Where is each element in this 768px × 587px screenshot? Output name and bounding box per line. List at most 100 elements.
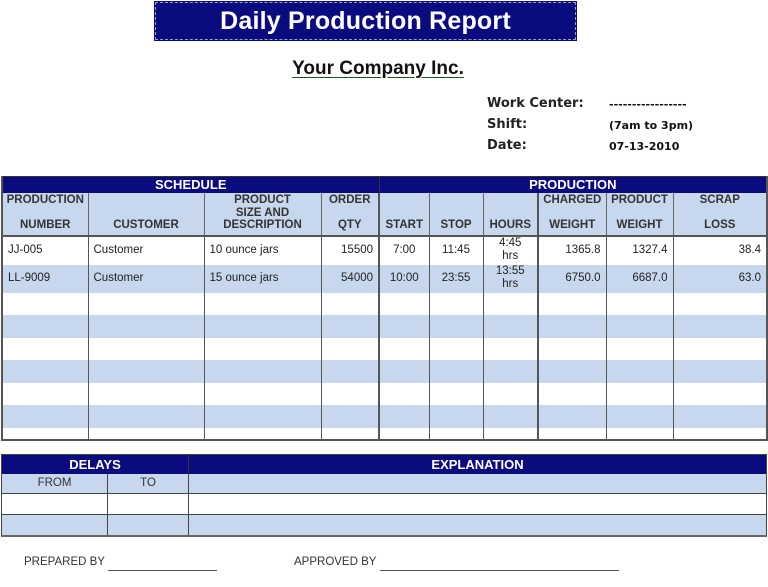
empty-cell[interactable]	[87, 292, 204, 315]
empty-cell[interactable]	[482, 337, 539, 360]
empty-cell[interactable]	[537, 427, 607, 440]
empty-cell[interactable]	[482, 292, 539, 315]
empty-cell[interactable]	[537, 359, 607, 383]
cell-customer[interactable]: Customer	[87, 264, 204, 293]
empty-cell[interactable]	[203, 382, 321, 405]
cell-number[interactable]: JJ-005	[2, 235, 88, 265]
empty-cell[interactable]	[2, 359, 88, 383]
explanation-cell[interactable]	[188, 514, 767, 536]
empty-cell[interactable]	[672, 337, 768, 360]
empty-cell[interactable]	[378, 359, 430, 383]
empty-cell[interactable]	[428, 359, 484, 383]
cell-start[interactable]: 7:00	[378, 235, 430, 265]
empty-cell[interactable]	[605, 314, 674, 338]
empty-cell[interactable]	[378, 382, 430, 405]
empty-cell[interactable]	[482, 427, 539, 440]
cell-description[interactable]: 10 ounce jars	[203, 235, 321, 265]
empty-cell[interactable]	[428, 292, 484, 315]
empty-cell[interactable]	[320, 314, 380, 338]
work-center-value[interactable]: -----------------	[609, 98, 687, 111]
empty-cell[interactable]	[320, 382, 380, 405]
empty-cell[interactable]	[482, 382, 539, 405]
empty-cell[interactable]	[672, 382, 768, 405]
cell-stop[interactable]: 11:45	[428, 235, 484, 265]
empty-cell[interactable]	[203, 427, 321, 440]
empty-cell[interactable]	[203, 337, 321, 360]
empty-cell[interactable]	[672, 404, 768, 428]
empty-cell[interactable]	[605, 382, 674, 405]
cell-charged-weight[interactable]: 1365.8	[537, 235, 607, 265]
empty-cell[interactable]	[672, 427, 768, 440]
empty-cell[interactable]	[2, 404, 88, 428]
empty-cell[interactable]	[87, 337, 204, 360]
empty-cell[interactable]	[320, 427, 380, 440]
to-cell[interactable]	[106, 514, 189, 536]
empty-cell[interactable]	[87, 404, 204, 428]
empty-cell[interactable]	[378, 314, 430, 338]
empty-cell[interactable]	[672, 292, 768, 315]
cell-number[interactable]: LL-9009	[2, 264, 88, 293]
from-cell[interactable]	[1, 514, 108, 536]
company-name[interactable]: Your Company Inc.	[292, 58, 464, 79]
empty-cell[interactable]	[672, 314, 768, 338]
empty-cell[interactable]	[605, 337, 674, 360]
approved-by-line[interactable]	[380, 570, 619, 571]
empty-cell[interactable]	[203, 359, 321, 383]
empty-cell[interactable]	[605, 427, 674, 440]
empty-cell[interactable]	[378, 427, 430, 440]
empty-cell[interactable]	[2, 337, 88, 360]
empty-cell[interactable]	[203, 314, 321, 338]
empty-cell[interactable]	[378, 404, 430, 428]
from-cell[interactable]	[1, 493, 108, 515]
cell-qty[interactable]: 15500	[320, 235, 380, 265]
cell-product-weight[interactable]: 1327.4	[605, 235, 674, 265]
empty-cell[interactable]	[428, 314, 484, 338]
empty-cell[interactable]	[2, 427, 88, 440]
empty-cell[interactable]	[537, 404, 607, 428]
cell-stop[interactable]: 23:55	[428, 264, 484, 293]
cell-charged-weight[interactable]: 6750.0	[537, 264, 607, 293]
cell-description[interactable]: 15 ounce jars	[203, 264, 321, 293]
cell-start[interactable]: 10:00	[378, 264, 430, 293]
empty-cell[interactable]	[605, 359, 674, 383]
empty-cell[interactable]	[203, 292, 321, 315]
empty-cell[interactable]	[482, 359, 539, 383]
empty-cell[interactable]	[672, 359, 768, 383]
empty-cell[interactable]	[87, 314, 204, 338]
empty-cell[interactable]	[320, 359, 380, 383]
empty-cell[interactable]	[2, 314, 88, 338]
empty-cell[interactable]	[482, 404, 539, 428]
cell-customer[interactable]: Customer	[87, 235, 204, 265]
empty-cell[interactable]	[537, 314, 607, 338]
cell-scrap-loss[interactable]: 38.4	[672, 235, 768, 265]
empty-cell[interactable]	[537, 292, 607, 315]
cell-scrap-loss[interactable]: 63.0	[672, 264, 768, 293]
cell-qty[interactable]: 54000	[320, 264, 380, 293]
empty-cell[interactable]	[537, 382, 607, 405]
empty-cell[interactable]	[87, 359, 204, 383]
empty-cell[interactable]	[320, 404, 380, 428]
empty-cell[interactable]	[87, 382, 204, 405]
empty-cell[interactable]	[320, 337, 380, 360]
empty-cell[interactable]	[378, 292, 430, 315]
empty-cell[interactable]	[428, 427, 484, 440]
shift-value[interactable]: (7am to 3pm)	[609, 119, 694, 132]
empty-cell[interactable]	[605, 292, 674, 315]
to-cell[interactable]	[106, 493, 189, 515]
explanation-cell[interactable]	[188, 493, 767, 515]
cell-hours[interactable]: 13:55 hrs	[482, 264, 539, 293]
empty-cell[interactable]	[605, 404, 674, 428]
empty-cell[interactable]	[2, 382, 88, 405]
explanation-cell[interactable]	[188, 473, 767, 494]
prepared-by-line[interactable]	[108, 570, 217, 571]
empty-cell[interactable]	[428, 337, 484, 360]
empty-cell[interactable]	[482, 314, 539, 338]
empty-cell[interactable]	[320, 292, 380, 315]
empty-cell[interactable]	[378, 337, 430, 360]
date-value[interactable]: 07-13-2010	[609, 140, 680, 153]
empty-cell[interactable]	[87, 427, 204, 440]
empty-cell[interactable]	[203, 404, 321, 428]
empty-cell[interactable]	[537, 337, 607, 360]
empty-cell[interactable]	[428, 404, 484, 428]
empty-cell[interactable]	[428, 382, 484, 405]
